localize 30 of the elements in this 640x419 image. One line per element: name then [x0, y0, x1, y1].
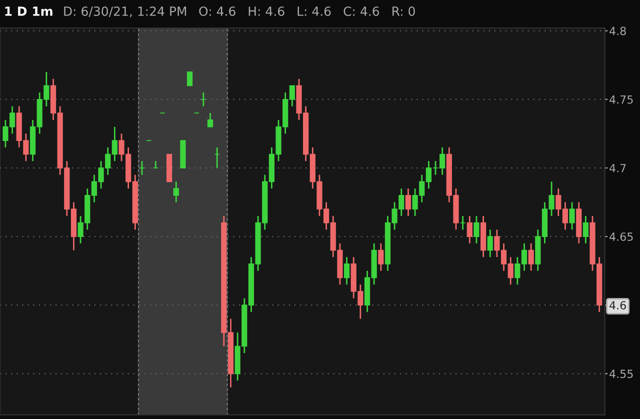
candlestick	[487, 228, 493, 258]
candlestick	[378, 242, 384, 272]
candlestick	[582, 215, 588, 244]
text: H: 4.6	[248, 6, 284, 16]
candlestick	[186, 72, 193, 86]
y-tick-label: 4.6	[610, 301, 626, 310]
y-tick-label: 4.7	[610, 164, 626, 172]
text: C: 4.6	[344, 6, 380, 16]
candlestick	[214, 146, 220, 169]
candlestick	[474, 215, 480, 244]
y-tick-label: 4.55	[610, 370, 633, 378]
y-tick-label: 4.65	[610, 232, 633, 241]
y-tick-label: 4.8	[610, 26, 626, 36]
candlestick	[344, 256, 350, 286]
text: R: 0	[392, 6, 415, 16]
y-tick-label: 4.75	[610, 96, 633, 104]
candlestick	[460, 215, 466, 230]
candlestick	[207, 112, 214, 128]
candlestick	[173, 180, 179, 203]
text: D: 6/30/21, 1:24 PM	[64, 6, 186, 18]
candlestick	[466, 215, 472, 244]
chart-title: 1 D 1m	[5, 6, 52, 16]
candlestick	[200, 92, 206, 107]
candlestick	[152, 160, 158, 169]
text: L: 4.6	[298, 6, 331, 16]
candlestick	[405, 188, 412, 217]
candlestick	[569, 202, 575, 230]
text: O: 4.6	[199, 6, 236, 16]
candlestick	[528, 242, 534, 272]
candlestick	[139, 160, 145, 176]
